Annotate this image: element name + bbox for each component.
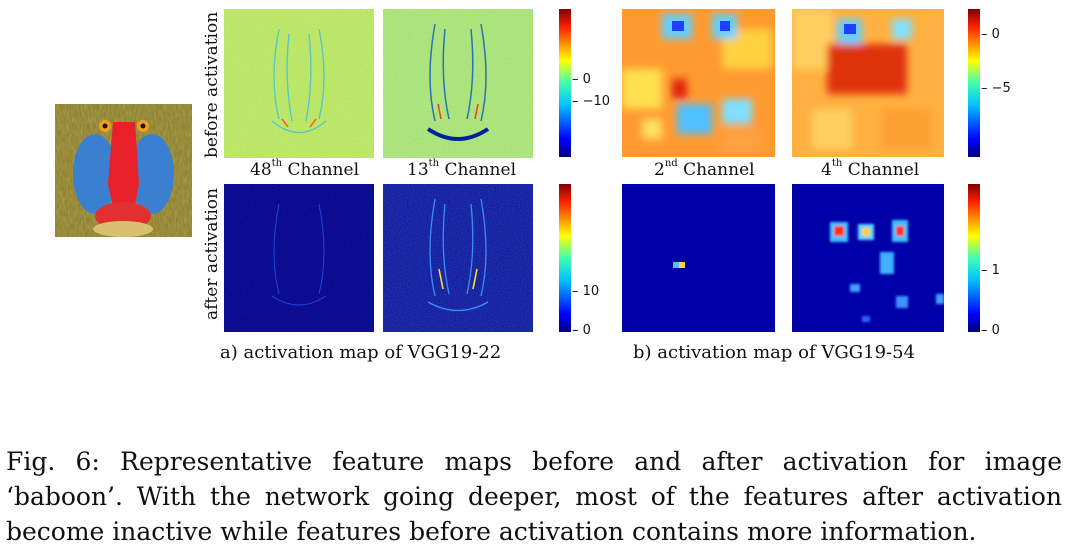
colorbar-panel-b-after — [968, 184, 980, 332]
map-vgg22-ch13-after — [383, 184, 533, 332]
tick-a-before-minus10: – −10 — [572, 94, 611, 109]
baboon-input-image — [55, 104, 192, 237]
colorbar-panel-b-before — [968, 9, 980, 157]
caption-text: Representative feature maps before and a… — [6, 447, 1062, 546]
channel-label-4th: 4th Channel — [821, 158, 920, 180]
caption-label: Fig. 6: — [6, 447, 100, 476]
tick-b-before-minus5: – −5 — [981, 81, 1011, 96]
tick-b-after-1: – 1 — [981, 263, 1000, 278]
map-vgg22-ch48-before — [224, 9, 374, 158]
colorbar-panel-a-after — [559, 184, 571, 332]
map-vgg54-ch2-before — [622, 9, 775, 157]
tick-a-after-0: – 0 — [572, 323, 591, 338]
channel-label-48th: 48th Channel — [250, 158, 360, 180]
tick-b-after-0: – 0 — [981, 323, 1000, 338]
map-vgg54-ch4-after — [792, 184, 944, 332]
tick-b-before-0: – 0 — [981, 27, 1000, 42]
row-label-after-activation: after activation — [202, 188, 222, 320]
subcaption-b: b) activation map of VGG19-54 — [633, 342, 916, 363]
subcaption-a: a) activation map of VGG19-22 — [220, 342, 502, 363]
channel-label-2nd: 2nd Channel — [654, 158, 755, 180]
tick-a-before-0: – 0 — [572, 72, 591, 87]
row-label-before-activation: before activation — [202, 11, 222, 158]
figure-caption: Fig. 6: Representative feature maps befo… — [6, 444, 1062, 549]
tick-a-after-10: – 10 — [572, 284, 600, 299]
map-vgg22-ch13-before — [383, 9, 533, 158]
channel-label-13th: 13th Channel — [407, 158, 517, 180]
colorbar-panel-a-before — [559, 9, 571, 157]
map-vgg54-ch2-after — [622, 184, 775, 332]
map-vgg54-ch4-before — [792, 9, 944, 157]
map-vgg22-ch48-after — [224, 184, 374, 332]
